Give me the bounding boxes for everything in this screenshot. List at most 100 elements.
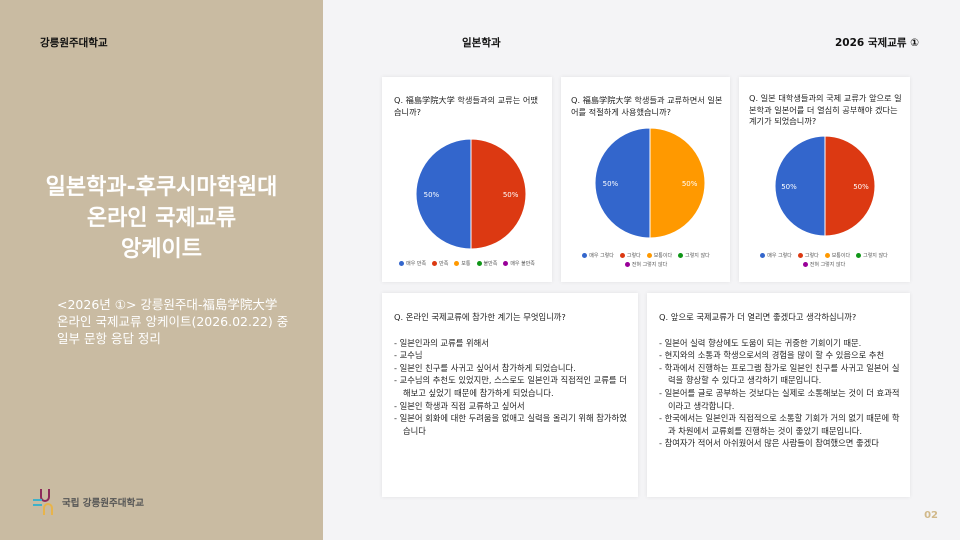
university-logo: 국립 강릉원주대학교 — [32, 487, 144, 517]
legend-item: 불만족 — [476, 260, 498, 267]
legend-label: 만족 — [439, 261, 449, 267]
legend-label: 매우 불만족 — [510, 261, 535, 267]
answer-block: Q. 온라인 국제교류에 참가한 계기는 무엇입니까? - 일본인과의 교류를 … — [394, 311, 630, 437]
legend-label: 매우 그렇다 — [589, 253, 614, 259]
answer-item: - 일본어 실력 향상에도 도움이 되는 귀중한 기회이기 때문. — [659, 337, 862, 348]
legend-item: 그렇다 — [797, 252, 819, 259]
question-text: Q. 온라인 국제교류에 참가한 계기는 무엇입니까? — [394, 312, 566, 322]
legend-item: 매우 그렇다 — [760, 252, 792, 259]
legend-item: 매우 만족 — [399, 260, 426, 267]
legend-dot-icon — [503, 261, 509, 266]
chart-card-1: Q. 福島学院大学 학생들과의 교류는 어땠습니까? 50% 50% 매우 만족 만… — [382, 77, 552, 282]
legend-dot-icon — [646, 253, 652, 258]
answer-item: - 일본어 회화에 대한 두려움을 없애고 실력을 올리기 위해 참가하였습니다 — [394, 413, 627, 436]
chart-legend: 매우 만족 만족 보통 불만족 매우 불만족 — [387, 260, 547, 267]
slice-label: 50% — [503, 191, 519, 199]
pie-slice-만족 — [470, 138, 527, 250]
legend-label: 그렇다 — [804, 253, 819, 259]
logo-text: 국립 강릉원주대학교 — [62, 498, 144, 509]
legend-item: 보통이다 — [646, 252, 673, 259]
legend-label: 보통이다 — [653, 253, 673, 259]
answer-item: - 참여자가 적어서 아쉬웠어서 많은 사람들이 참여했으면 좋겠다 — [659, 438, 879, 449]
pie-chart: 50% 50% — [594, 127, 706, 239]
subtitle-line: 온라인 국제교류 앙케이트(2026.02.22) 중 — [57, 314, 289, 329]
legend-dot-icon — [678, 253, 684, 258]
pie-chart: 50% 50% — [774, 135, 876, 237]
answer-item: - 일본어를 글로 공부하는 것보다는 실제로 소통해보는 것이 더 효과적이라… — [659, 387, 900, 411]
legend-item: 만족 — [432, 260, 448, 267]
slice-label: 50% — [603, 180, 619, 188]
pie-slice-매우 만족 — [415, 138, 472, 250]
answer-card-2: Q. 앞으로 국제교류가 더 열리면 좋겠다고 생각하십니까? - 일본어 실력… — [647, 293, 910, 497]
header-university: 강릉원주대학교 — [40, 37, 108, 49]
legend-item: 그렇지 않다 — [856, 252, 888, 259]
slice-label: 50% — [781, 183, 797, 191]
pie-slice-그렇다 — [824, 135, 876, 237]
legend-item: 매우 불만족 — [503, 260, 535, 267]
pie-slice-보통이다 — [649, 127, 706, 239]
slice-label: 50% — [682, 180, 698, 188]
subtitle-line: <2026년 ①> 강릉원주대-福島学院大学 — [57, 297, 278, 312]
chart-title: Q. 福島学院大学 학생들과의 교류는 어땠습니까? — [394, 95, 538, 117]
legend-item: 보통 — [454, 260, 471, 267]
chart-card-3: Q. 일본 대학생들과의 국제 교류가 앞으로 일본학과 일본어를 더 열심히 … — [739, 77, 910, 282]
pie-chart: 50% 50% — [415, 138, 527, 250]
legend-dot-icon — [624, 262, 630, 267]
legend-dot-icon — [797, 253, 803, 258]
answer-list: - 일본어 실력 향상에도 도움이 되는 귀중한 기회이기 때문. - 현지와의 … — [659, 337, 905, 450]
answer-block: Q. 앞으로 국제교류가 더 열리면 좋겠다고 생각하십니까? - 일본어 실력… — [659, 311, 905, 450]
page-number: 02 — [924, 510, 938, 521]
answer-item: - 일본인 친구를 사귀고 싶어서 참가하게 되었습니다. — [394, 362, 576, 373]
legend-dot-icon — [476, 261, 482, 266]
pie-slice-매우 그렇다 — [594, 127, 651, 239]
legend-dot-icon — [454, 261, 460, 266]
subtitle: <2026년 ①> 강릉원주대-福島学院大学 온라인 국제교류 앙케이트(202… — [57, 296, 288, 347]
legend-dot-icon — [582, 253, 588, 258]
legend-dot-icon — [802, 262, 808, 267]
header-department: 일본학과 — [462, 37, 501, 49]
title-line: 일본학과-후쿠시마학원대 — [45, 175, 278, 200]
answer-item: - 일본인과의 교류를 위해서 — [394, 337, 489, 348]
answer-item: - 한국에서는 일본인과 직접적으로 소통할 기회가 거의 없기 때문에 학과 … — [659, 413, 900, 436]
legend-label: 그렇지 않다 — [685, 253, 710, 259]
legend-label: 그렇지 않다 — [863, 253, 888, 259]
answer-item: - 학과에서 진행하는 프로그램 참가로 일본인 친구를 사귀고 일본어 실력을… — [659, 362, 900, 386]
header-event: 2026 국제교류 ① — [835, 37, 920, 49]
answer-card-1: Q. 온라인 국제교류에 참가한 계기는 무엇입니까? - 일본인과의 교류를 … — [382, 293, 638, 497]
answer-item: - 교수님의 추천도 있었지만, 스스로도 일본인과 직접적인 교류를 더 해보… — [394, 375, 627, 398]
subtitle-line: 일부 문항 응답 정리 — [57, 331, 161, 346]
legend-label: 불만족 — [483, 261, 498, 267]
legend-dot-icon — [619, 253, 625, 258]
slice-label: 50% — [853, 183, 869, 191]
legend-item: 그렇다 — [619, 252, 641, 259]
answer-item: - 현지와의 소통과 학생으로서의 경험을 많이 할 수 있음으로 추천 — [659, 350, 885, 361]
legend-item: 보통이다 — [824, 252, 851, 259]
title-line: 온라인 국제교류 — [86, 206, 237, 231]
legend-dot-icon — [856, 253, 862, 258]
answer-item: - 일본인 학생과 직접 교류하고 싶어서 — [394, 400, 525, 411]
legend-label: 전혀 그렇지 않다 — [631, 262, 668, 268]
left-panel — [0, 0, 323, 540]
legend-item: 매우 그렇다 — [582, 252, 614, 259]
chart-title: Q. 福島学院大学 학생들과 교류하면서 일본어를 적절하게 사용했습니까? — [571, 95, 723, 117]
chart-title: Q. 일본 대학생들과의 국제 교류가 앞으로 일본학과 일본어를 더 열심히 … — [749, 93, 902, 126]
answer-item: - 교수님 — [394, 350, 423, 361]
legend-dot-icon — [760, 253, 766, 258]
page-title: 일본학과-후쿠시마학원대 온라인 국제교류 앙케이트 — [0, 172, 323, 265]
legend-dot-icon — [824, 253, 830, 258]
title-line: 앙케이트 — [121, 237, 202, 262]
chart-card-2: Q. 福島学院大学 학생들과 교류하면서 일본어를 적절하게 사용했습니까? 5… — [561, 77, 730, 282]
pie-slice-매우 그렇다 — [774, 135, 826, 237]
answer-list: - 일본인과의 교류를 위해서 - 교수님 - 일본인 친구를 사귀고 싶어서 참가… — [394, 337, 630, 438]
question-text: Q. 앞으로 국제교류가 더 열리면 좋겠다고 생각하십니까? — [659, 312, 857, 322]
legend-item: 그렇지 않다 — [678, 252, 710, 259]
legend-label: 매우 그렇다 — [767, 253, 792, 259]
slice-label: 50% — [424, 191, 440, 199]
legend-dot-icon — [399, 261, 405, 266]
legend-label: 그렇다 — [626, 253, 641, 259]
legend-label: 보통이다 — [831, 253, 851, 259]
legend-label: 매우 만족 — [406, 261, 427, 267]
legend-label: 전혀 그렇지 않다 — [809, 262, 846, 268]
